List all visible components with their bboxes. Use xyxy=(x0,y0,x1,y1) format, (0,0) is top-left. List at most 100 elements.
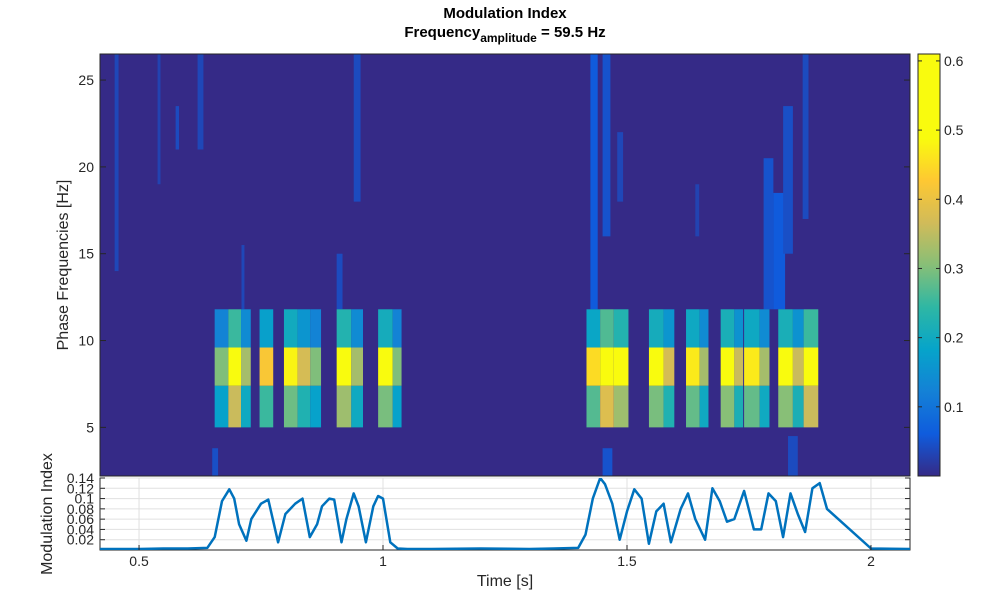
heatmap-cell xyxy=(310,385,322,428)
heatmap-y-label: Phase Frequencies [Hz] xyxy=(55,180,72,351)
line-y-tick-label: 0.14 xyxy=(67,470,94,486)
heatmap-y-tick-label: 20 xyxy=(78,159,94,175)
heatmap-streak xyxy=(602,54,611,237)
heatmap-cell xyxy=(378,385,393,428)
heatmap-streak xyxy=(783,106,793,254)
colorbar-tick-label: 0.1 xyxy=(944,399,964,415)
heatmap-streak xyxy=(197,54,204,150)
heatmap-cell xyxy=(613,309,629,348)
heatmap-streak xyxy=(212,448,219,476)
colorbar-tick-label: 0.2 xyxy=(944,330,964,346)
heatmap-cell xyxy=(648,385,664,428)
heatmap-cell xyxy=(228,309,242,348)
line-y-tick-label: 0.06 xyxy=(67,511,94,527)
heatmap-cell xyxy=(351,385,364,428)
heatmap-streak xyxy=(802,54,809,219)
colorbar-tick-label: 0.6 xyxy=(944,53,964,69)
heatmap-cells xyxy=(114,54,819,476)
heatmap-cell xyxy=(259,385,274,428)
colorbar-tick-label: 0.4 xyxy=(944,191,964,207)
heatmap-y-tick-label: 25 xyxy=(78,72,94,88)
heatmap-cell xyxy=(214,385,229,428)
line-series-group xyxy=(100,478,910,550)
heatmap-cell xyxy=(686,347,700,386)
heatmap-streak xyxy=(788,436,798,476)
heatmap-streak xyxy=(695,184,700,237)
heatmap-cell xyxy=(600,347,614,386)
heatmap-streak xyxy=(241,245,245,310)
heatmap-cell xyxy=(297,347,311,386)
heatmap-cell xyxy=(259,309,274,348)
chart-title: Modulation Index xyxy=(443,5,567,22)
heatmap-frame xyxy=(99,53,911,477)
heatmap-cell xyxy=(336,309,352,348)
heatmap-cell xyxy=(336,347,352,386)
line-y-tick-label: 0.1 xyxy=(75,491,95,507)
chart-subtitle: Frequencyamplitude = 59.5 Hz xyxy=(404,24,605,45)
colorbar-ticks: 0.1 0.2 0.3 0.4 0.5 0.6 xyxy=(918,53,964,415)
heatmap-cell xyxy=(663,309,675,348)
heatmap-cell xyxy=(259,347,274,386)
line-x-tick-label: 0.5 xyxy=(129,553,149,569)
heatmap-cell xyxy=(613,347,629,386)
line-x-tick-label: 1.5 xyxy=(617,553,637,569)
heatmap-y-tick-label: 5 xyxy=(86,419,94,435)
heatmap-y-tick-label: 15 xyxy=(78,246,94,262)
heatmap-cell xyxy=(336,385,352,428)
heatmap-cell xyxy=(734,347,744,386)
heatmap-cell xyxy=(586,347,601,386)
heatmap-cell xyxy=(310,309,322,348)
line-x-tick-label: 1 xyxy=(379,553,387,569)
heatmap-cell xyxy=(392,347,402,386)
heatmap-cell xyxy=(803,385,819,428)
heatmap-y-ticks: 5 10 15 20 25 xyxy=(78,72,910,435)
heatmap-cell xyxy=(648,309,664,348)
heatmap-y-tick-label: 10 xyxy=(78,333,94,349)
colorbar: 0.1 0.2 0.3 0.4 0.5 0.6 xyxy=(917,53,964,477)
line-x-tick-label: 2 xyxy=(867,553,875,569)
heatmap-streak xyxy=(175,106,180,150)
heatmap-cell xyxy=(378,309,393,348)
heatmap-cell xyxy=(663,347,675,386)
heatmap-streak xyxy=(590,54,598,310)
heatmap-cell xyxy=(699,385,709,428)
line-ticks: 0.5 1 1.5 2 0.020.040.060.080.10.120.14 xyxy=(67,470,910,569)
heatmap-cell xyxy=(351,309,364,348)
line-y-tick-label: 0.04 xyxy=(67,521,94,537)
line-y-tick-label: 0.08 xyxy=(67,501,94,517)
heatmap-cell xyxy=(648,347,664,386)
heatmap-cell xyxy=(699,347,709,386)
heatmap-cell xyxy=(613,385,629,428)
heatmap-cell xyxy=(241,347,251,386)
colorbar-gradient xyxy=(917,53,941,477)
heatmap-cell xyxy=(228,385,242,428)
colorbar-tick-label: 0.5 xyxy=(944,122,964,138)
heatmap-cell xyxy=(392,385,402,428)
heatmap-cell xyxy=(759,385,770,428)
heatmap-cell xyxy=(778,385,793,428)
heatmap-cell xyxy=(792,347,804,386)
heatmap-cell xyxy=(378,347,393,386)
line-axes: 0.5 1 1.5 2 0.020.040.060.080.10.120.14 Time… xyxy=(39,453,911,590)
heatmap-cell xyxy=(351,347,364,386)
heatmap-cell xyxy=(744,385,760,428)
heatmap-cell xyxy=(686,385,700,428)
line-y-label: Modulation Index xyxy=(39,453,56,575)
heatmap-cell xyxy=(720,309,735,348)
heatmap-cell xyxy=(600,309,614,348)
heatmap-cell xyxy=(759,309,770,348)
subtitle-suffix: = 59.5 Hz xyxy=(537,24,606,41)
heatmap-cell xyxy=(803,347,819,386)
heatmap-cell xyxy=(297,309,311,348)
heatmap-cell xyxy=(310,347,322,386)
heatmap-cell xyxy=(241,309,251,348)
heatmap-cell xyxy=(241,385,251,428)
heatmap-cell xyxy=(744,347,760,386)
heatmap-streak xyxy=(114,54,119,272)
heatmap-cell xyxy=(297,385,311,428)
heatmap-streak xyxy=(336,253,343,310)
heatmap-cell xyxy=(214,347,229,386)
heatmap-streak xyxy=(353,54,361,202)
heatmap-cell xyxy=(228,347,242,386)
